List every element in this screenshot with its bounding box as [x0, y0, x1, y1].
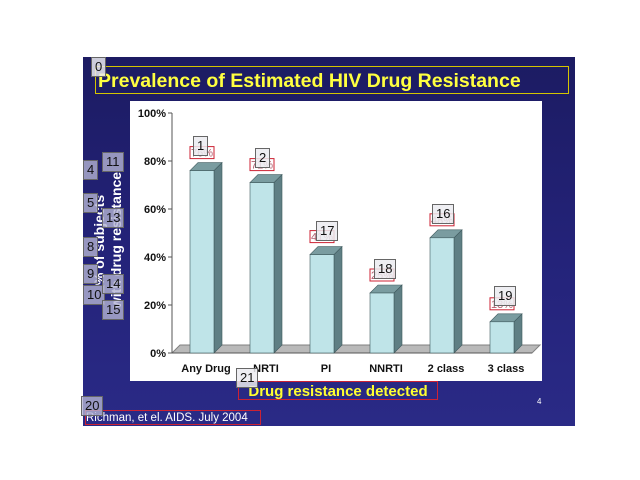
- tag-marker: 13: [102, 208, 125, 228]
- tag-marker: 21: [236, 368, 259, 388]
- x-tick-label: 3 class: [488, 363, 525, 375]
- tag-marker: 4: [83, 160, 99, 180]
- bar: [369, 292, 395, 354]
- x-tick-label: NRTI: [253, 363, 279, 375]
- bar: [249, 182, 275, 354]
- bar: [309, 254, 335, 354]
- bar-side: [213, 161, 223, 354]
- tag-marker: 2: [255, 148, 271, 168]
- tag-marker: 9: [83, 264, 99, 284]
- bar: [189, 170, 215, 354]
- bar: [489, 321, 515, 354]
- x-tick-label: Any Drug: [181, 363, 231, 375]
- tag-marker: 11: [102, 152, 124, 172]
- x-axis-label: Drug resistance detected: [238, 381, 438, 400]
- citation: Richman, et el. AIDS. July 2004: [85, 410, 261, 425]
- x-tick-label: 2 class: [428, 363, 465, 375]
- tag-marker: 19: [494, 286, 517, 306]
- tag-marker: 16: [432, 204, 455, 224]
- y-tick-label: 80%: [144, 156, 166, 168]
- x-tick-label: NNRTI: [369, 363, 403, 375]
- tag-marker: 15: [102, 300, 125, 320]
- y-tick-label: 40%: [144, 252, 166, 264]
- bar-side: [453, 229, 463, 354]
- bar: [429, 237, 455, 354]
- tag-marker: 1: [193, 136, 209, 156]
- bar-side: [393, 284, 403, 354]
- tag-marker: 5: [83, 193, 99, 213]
- bar-side: [333, 245, 343, 354]
- bar-side: [273, 173, 283, 354]
- tag-marker: 17: [316, 221, 339, 241]
- y-tick-label: 0%: [150, 348, 166, 360]
- y-tick-label: 100%: [138, 108, 166, 120]
- tag-marker: 10: [83, 285, 106, 305]
- slide-title: Prevalence of Estimated HIV Drug Resista…: [95, 66, 569, 94]
- tag-marker: 18: [374, 259, 397, 279]
- y-tick-label: 60%: [144, 204, 166, 216]
- tag-marker: 20: [81, 396, 104, 416]
- y-tick-label: 20%: [144, 300, 166, 312]
- x-tick-label: PI: [321, 363, 331, 375]
- tag-marker: 8: [83, 237, 99, 257]
- tag-marker: 14: [102, 274, 125, 294]
- chart-floor: [170, 344, 542, 354]
- page-number: 4: [537, 397, 542, 406]
- tag-marker: 0: [91, 57, 107, 77]
- bar-chart: 0%20%40%60%80%100%Any Drug76%NRTI71%PI41…: [138, 108, 542, 375]
